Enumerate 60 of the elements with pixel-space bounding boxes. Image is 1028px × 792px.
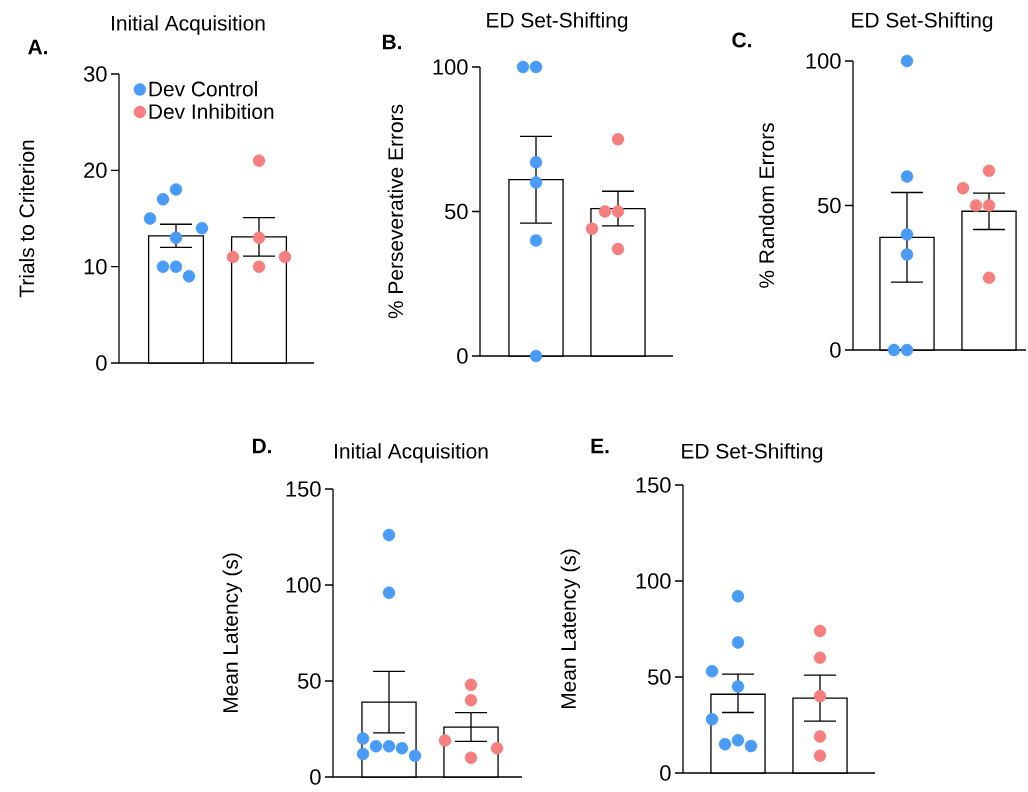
point	[813, 690, 827, 703]
point	[731, 680, 745, 693]
text: A.	[28, 39, 48, 55]
y-axis-title: Mean Latency (s)	[560, 549, 581, 709]
y-tick-label: 0	[310, 769, 321, 785]
y-tick-label: 50	[297, 673, 321, 689]
point	[529, 234, 543, 247]
point	[813, 730, 827, 743]
y-tick-label: 0	[457, 348, 468, 364]
y-tick-label: 100	[433, 59, 468, 75]
y-tick-label: 0	[660, 765, 671, 781]
chart-title: ED Set-Shifting	[682, 443, 823, 463]
y-tick-label: 100	[286, 577, 321, 593]
y-tick-label: 20	[84, 162, 107, 179]
y-tick-label: 0	[96, 355, 107, 371]
y-tick-label: 100	[806, 53, 841, 69]
point	[900, 248, 914, 261]
point	[529, 156, 543, 169]
text: D.	[252, 438, 272, 454]
point	[529, 176, 543, 189]
y-axis-title: % Perseverative Errors	[387, 104, 404, 319]
y-tick-label: 150	[636, 477, 671, 493]
text: B.	[382, 34, 402, 50]
point	[813, 651, 827, 665]
chart-title: ED Set-Shifting	[852, 12, 993, 32]
y-tick-label: 50	[444, 203, 468, 220]
y-tick-label: 100	[636, 573, 671, 589]
point	[900, 54, 914, 68]
point	[611, 242, 625, 256]
chart-title: Initial Acquisition	[112, 15, 265, 35]
point	[982, 199, 996, 212]
y-tick-label: 50	[817, 197, 841, 214]
point	[982, 271, 996, 285]
y-axis-title: Mean Latency (s)	[222, 553, 243, 713]
point	[731, 734, 745, 747]
point	[731, 636, 745, 649]
point	[982, 164, 996, 178]
text: E.	[591, 438, 609, 454]
point	[529, 349, 543, 363]
point	[813, 749, 827, 762]
point	[611, 205, 625, 218]
chart-title: Initial Acquisition	[335, 443, 488, 463]
legend-label: Dev Control	[149, 81, 257, 97]
point	[900, 228, 914, 241]
point	[731, 590, 745, 603]
legend-label: Dev Inhibition	[149, 103, 274, 120]
y-axis-title: % Random Errors	[758, 123, 775, 288]
y-tick-label: 0	[830, 342, 841, 358]
point	[813, 624, 827, 638]
point	[900, 343, 914, 357]
text: C.	[732, 32, 752, 48]
y-tick-label: 150	[286, 481, 321, 497]
y-tick-label: 30	[83, 66, 107, 82]
chart-title: ED Set-Shifting	[487, 12, 628, 32]
y-axis-title: Trials to Criterion	[18, 140, 35, 298]
y-tick-label: 10	[84, 258, 107, 275]
point	[900, 170, 914, 183]
point	[611, 133, 625, 146]
point	[529, 60, 543, 74]
y-tick-label: 50	[647, 669, 671, 685]
